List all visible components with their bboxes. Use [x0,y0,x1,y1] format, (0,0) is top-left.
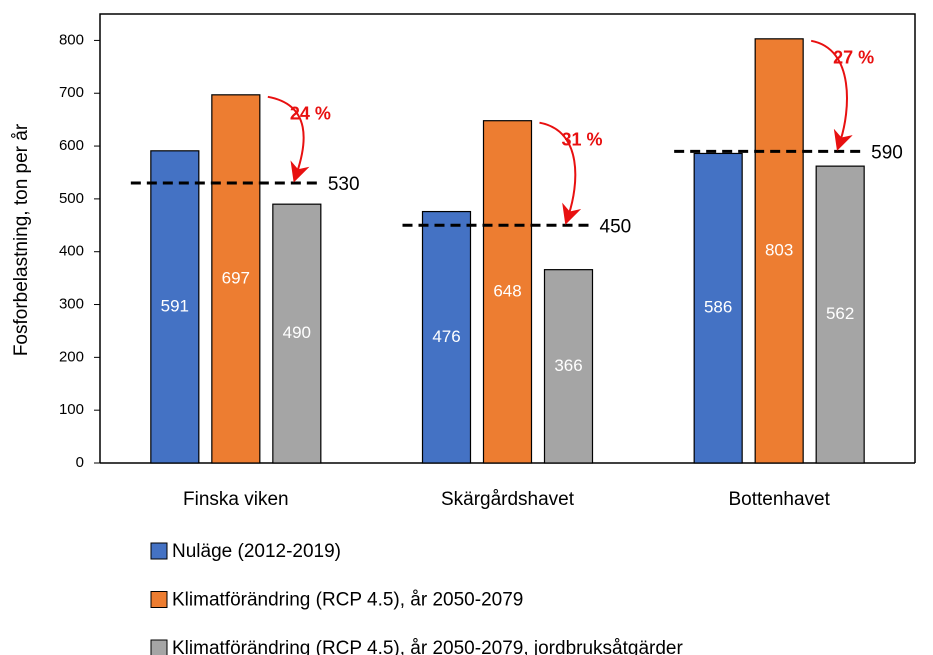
value-label: 490 [283,323,311,342]
x-tick-label: Finska viken [183,489,289,510]
value-label: 476 [432,327,460,346]
legend-swatch [150,639,168,655]
y-tick-label: 100 [59,401,84,418]
target-label: 590 [871,142,903,163]
y-tick-label: 0 [76,454,84,471]
y-tick-label: 600 [59,137,84,154]
y-tick-label: 300 [59,295,84,312]
target-label: 530 [328,174,360,195]
value-label: 648 [493,281,521,300]
value-label: 591 [161,296,189,315]
y-axis-label: Fosforbelastning, ton per år [11,123,32,356]
value-label: 366 [554,356,582,375]
bar [693,152,743,464]
legend-swatch [150,591,168,608]
arrow [810,39,853,151]
legend-swatch [150,542,168,560]
bar [421,210,472,464]
legend-label: Klimatförändring (RCP 4.5), år 2050-2079… [172,638,683,655]
legend-label: Nuläge (2012-2019) [172,541,341,562]
value-label: 562 [826,304,854,323]
value-label: 586 [704,298,732,317]
bar [150,150,200,464]
value-label: 697 [222,268,250,287]
value-label: 803 [765,240,793,259]
y-tick-label: 400 [59,243,84,260]
reduction-label: 27 % [833,48,874,68]
y-tick-label: 700 [59,84,84,101]
arrow [267,95,310,183]
bar [815,165,865,464]
x-tick-label: Bottenhavet [728,489,830,510]
arrow [539,121,582,225]
legend-label: Klimatförändring (RCP 4.5), år 2050-2079 [172,590,523,611]
bar [272,203,322,464]
y-tick-label: 200 [59,348,84,365]
plot-frame [99,13,916,463]
target-label: 450 [600,216,632,237]
bar [543,269,594,464]
bar [482,120,533,464]
bar [211,94,261,464]
reduction-label: 24 % [290,104,331,124]
y-tick-label: 800 [59,31,84,48]
reduction-label: 31 % [562,129,603,149]
x-tick-label: Skärgårdshavet [441,489,575,510]
bar [754,38,804,464]
y-tick-label: 500 [59,190,84,207]
